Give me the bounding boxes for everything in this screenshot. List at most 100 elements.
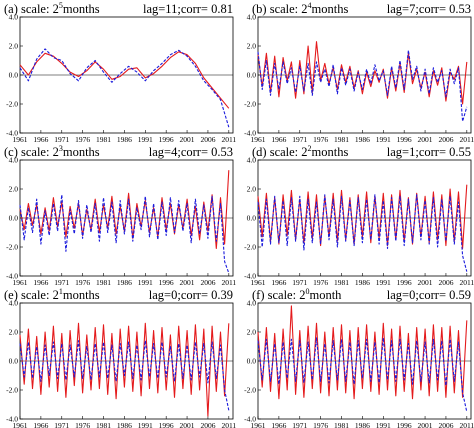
y-tick-label: -4.0 xyxy=(6,272,18,281)
x-tick-label: 1991 xyxy=(138,421,153,428)
panel-f-stat: lag=0;corr= 0.59 xyxy=(387,288,471,302)
panel-d-stat: lag=1;corr= 0.55 xyxy=(387,145,471,159)
x-tick-label: 1996 xyxy=(159,135,174,144)
x-tick-label: 1991 xyxy=(138,135,153,144)
y-tick-label: -4.0 xyxy=(244,129,256,138)
x-tick-label: 1996 xyxy=(397,278,412,287)
x-tick-label: 1986 xyxy=(117,278,132,287)
x-tick-label: 2011 xyxy=(459,421,474,428)
y-tick-label: 2.0 xyxy=(9,42,19,51)
y-tick-label: 2.0 xyxy=(247,328,257,337)
x-tick-label: 1976 xyxy=(313,135,328,144)
x-tick-label: 2001 xyxy=(180,278,195,287)
x-tick-label: 1996 xyxy=(159,278,174,287)
series-line-blue xyxy=(257,49,468,122)
x-tick-label: 2011 xyxy=(221,421,236,428)
y-tick-label: 4.0 xyxy=(247,299,257,308)
panel-a-stat: lag=11;corr= 0.81 xyxy=(143,2,233,16)
panel-d-title: (d) scale: 22months xyxy=(252,144,348,159)
y-tick-label: -2.0 xyxy=(6,243,18,252)
panel-c-title: (c) scale: 23months xyxy=(4,144,100,159)
x-tick-label: 1966 xyxy=(33,135,48,144)
x-tick-label: 1971 xyxy=(54,278,69,287)
x-tick-label: 1981 xyxy=(96,278,111,287)
series-line-red xyxy=(257,41,468,105)
x-tick-label: 2001 xyxy=(180,135,195,144)
y-tick-label: -2.0 xyxy=(6,100,18,109)
panel-c-stat: lag=4;corr= 0.53 xyxy=(149,145,233,159)
y-tick-label: 0.0 xyxy=(247,357,257,366)
x-tick-label: 1966 xyxy=(271,421,286,428)
x-tick-label: 1971 xyxy=(54,421,69,428)
panel-f-title: (f) scale: 20month xyxy=(252,287,342,302)
y-tick-label: -2.0 xyxy=(244,386,256,395)
y-tick-label: 2.0 xyxy=(247,42,257,51)
series-line-red xyxy=(19,322,230,417)
y-tick-label: -2.0 xyxy=(244,243,256,252)
series-line-blue xyxy=(19,48,230,128)
x-tick-label: 1986 xyxy=(355,278,370,287)
x-tick-label: 1966 xyxy=(33,421,48,428)
x-tick-label: 2001 xyxy=(418,135,433,144)
x-tick-label: 1976 xyxy=(313,421,328,428)
x-tick-label: 1996 xyxy=(397,135,412,144)
x-tick-label: 2006 xyxy=(200,421,215,428)
y-tick-label: 0.0 xyxy=(247,71,257,80)
x-tick-label: 1991 xyxy=(138,278,153,287)
x-tick-label: 1976 xyxy=(75,135,90,144)
x-tick-label: 2006 xyxy=(438,135,453,144)
x-tick-label: 2006 xyxy=(200,135,215,144)
y-tick-label: 0.0 xyxy=(9,71,19,80)
y-tick-label: 0.0 xyxy=(247,214,257,223)
x-tick-label: 1976 xyxy=(75,421,90,428)
panel-b-stat: lag=7;corr= 0.53 xyxy=(387,2,471,16)
y-tick-label: -2.0 xyxy=(244,100,256,109)
series-line-blue xyxy=(19,340,230,411)
x-tick-label: 1976 xyxy=(75,278,90,287)
x-tick-label: 2006 xyxy=(438,421,453,428)
series-line-red xyxy=(19,51,230,109)
x-tick-label: 1976 xyxy=(313,278,328,287)
x-tick-label: 1961 xyxy=(251,135,266,144)
x-tick-label: 1986 xyxy=(117,135,132,144)
x-tick-label: 2011 xyxy=(459,135,474,144)
x-tick-label: 1961 xyxy=(251,421,266,428)
x-tick-label: 1966 xyxy=(271,278,286,287)
y-tick-label: -4.0 xyxy=(6,129,18,138)
x-tick-label: 1986 xyxy=(355,421,370,428)
y-tick-label: 4.0 xyxy=(9,13,19,22)
x-tick-label: 2011 xyxy=(221,278,236,287)
y-tick-label: 2.0 xyxy=(9,185,19,194)
y-tick-label: -4.0 xyxy=(244,415,256,424)
x-tick-label: 1971 xyxy=(54,135,69,144)
x-tick-label: 1986 xyxy=(355,135,370,144)
x-tick-label: 2011 xyxy=(459,278,474,287)
panel-f: (f) scale: 20month lag=0;corr= 0.59 4.0 2… xyxy=(244,287,474,428)
x-tick-label: 2006 xyxy=(200,278,215,287)
x-tick-label: 2001 xyxy=(180,421,195,428)
x-tick-label: 1981 xyxy=(96,421,111,428)
x-tick-label: 1981 xyxy=(334,421,349,428)
x-tick-label: 1991 xyxy=(376,278,391,287)
panel-a-title: (a) scale: 25months xyxy=(4,1,100,16)
y-tick-label: -4.0 xyxy=(6,415,18,424)
x-tick-label: 1971 xyxy=(292,421,307,428)
y-tick-label: 4.0 xyxy=(247,156,257,165)
x-tick-label: 2011 xyxy=(221,135,236,144)
y-tick-label: 4.0 xyxy=(9,156,19,165)
x-tick-label: 1986 xyxy=(117,421,132,428)
x-tick-label: 1961 xyxy=(13,421,28,428)
y-tick-label: 2.0 xyxy=(247,185,257,194)
x-tick-label: 1991 xyxy=(376,421,391,428)
y-tick-label: 2.0 xyxy=(9,328,19,337)
y-tick-label: 0.0 xyxy=(9,214,19,223)
series-line-blue xyxy=(257,194,468,272)
panel-e-title: (e) scale: 21months xyxy=(4,287,100,302)
x-tick-label: 1996 xyxy=(159,421,174,428)
x-tick-label: 1981 xyxy=(334,278,349,287)
panel-b: (b) scale: 24months lag=7;corr= 0.53 4.0… xyxy=(244,1,474,144)
x-tick-label: 1981 xyxy=(96,135,111,144)
x-tick-label: 2001 xyxy=(418,421,433,428)
x-tick-label: 1991 xyxy=(376,135,391,144)
